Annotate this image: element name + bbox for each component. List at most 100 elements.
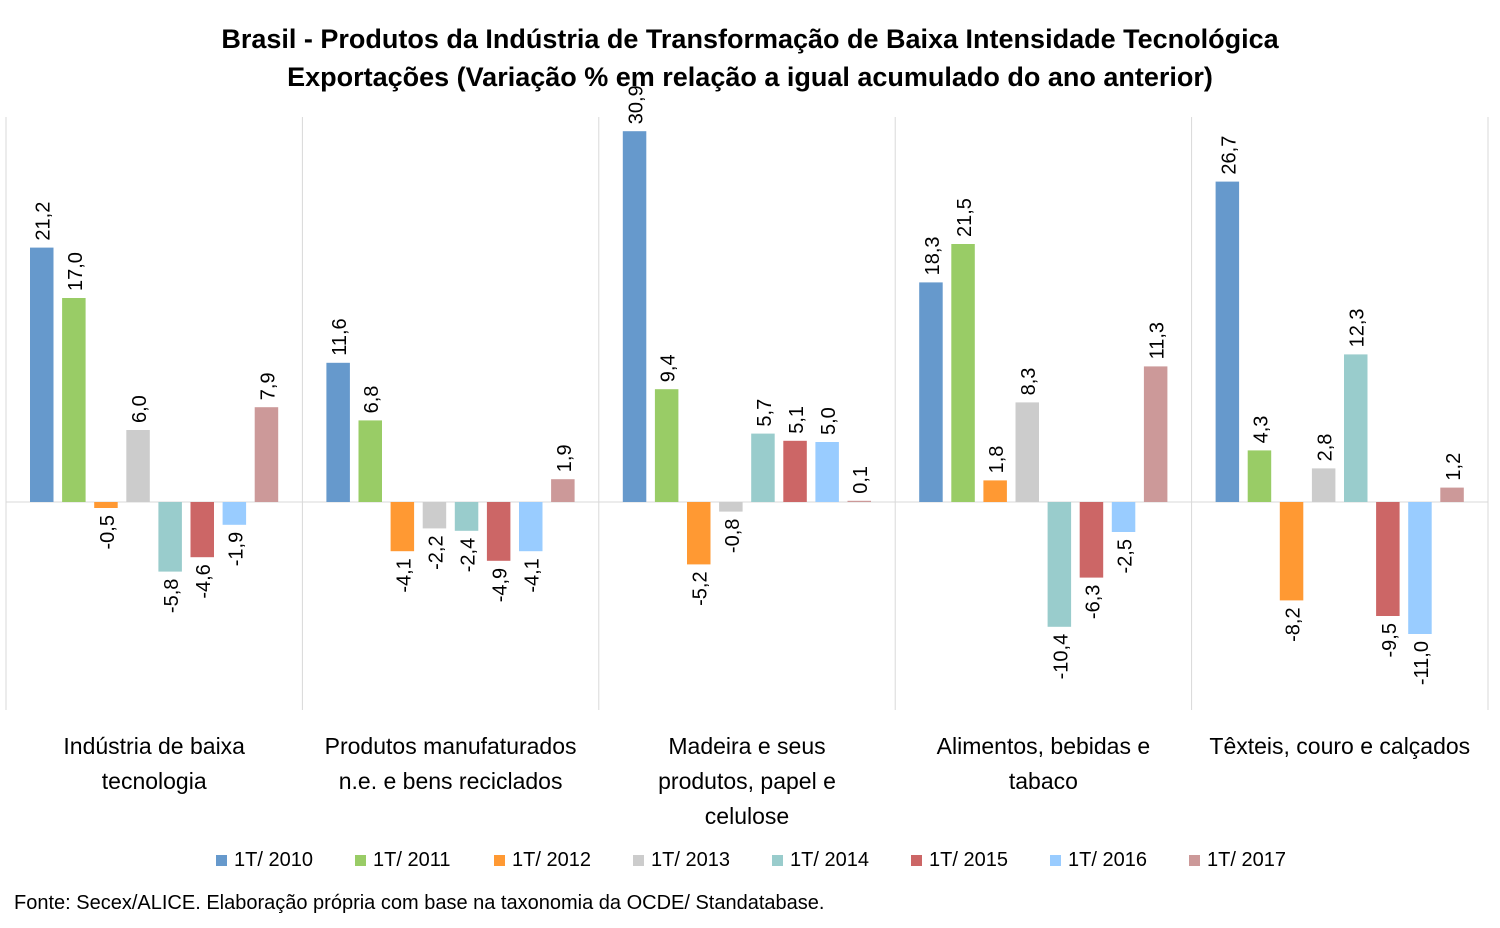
data-label: 0,1 xyxy=(850,466,872,494)
data-label: -4,1 xyxy=(393,558,415,592)
data-label: -9,5 xyxy=(1379,623,1401,657)
bar xyxy=(622,131,647,502)
legend-swatch xyxy=(1189,855,1200,866)
data-label: -8,2 xyxy=(1283,607,1305,641)
bar xyxy=(222,502,247,525)
bar xyxy=(1215,181,1240,502)
data-label: 9,4 xyxy=(658,354,680,382)
data-label: -6,3 xyxy=(1082,585,1104,619)
category-label: celulose xyxy=(705,803,789,829)
legend-label: 1T/ 2012 xyxy=(512,849,591,871)
data-label: 6,8 xyxy=(361,386,383,414)
data-label: 5,7 xyxy=(754,399,776,427)
data-label: 12,3 xyxy=(1347,308,1369,347)
chart-title-line-2: Exportações (Variação % em relação a igu… xyxy=(287,62,1213,92)
bar xyxy=(30,247,54,502)
bar xyxy=(1311,468,1336,502)
data-label: -4,9 xyxy=(490,568,512,602)
data-label: 26,7 xyxy=(1218,136,1240,175)
data-label: 30,9 xyxy=(626,85,648,124)
bar xyxy=(551,479,575,502)
chart-title-line-1: Brasil - Produtos da Indústria de Transf… xyxy=(221,24,1279,54)
legend-swatch xyxy=(1050,855,1061,866)
bar xyxy=(422,502,447,529)
data-label: 5,0 xyxy=(818,407,840,435)
data-label: -5,8 xyxy=(161,579,183,613)
bar xyxy=(326,362,350,502)
bar xyxy=(126,430,150,502)
source-note: Fonte: Secex/ALICE. Elaboração própria c… xyxy=(14,892,825,914)
data-label: -0,8 xyxy=(722,519,744,553)
bar xyxy=(815,442,839,502)
bar xyxy=(1015,402,1039,502)
bar xyxy=(1344,354,1368,502)
data-label: 11,6 xyxy=(329,318,351,355)
data-label: -4,6 xyxy=(193,564,215,598)
bar xyxy=(94,502,118,508)
bar xyxy=(1408,502,1432,634)
legend-label: 1T/ 2013 xyxy=(651,849,730,871)
data-label: 6,0 xyxy=(129,395,151,423)
bar xyxy=(358,420,382,502)
data-label: 7,9 xyxy=(257,372,279,400)
category-label: tecnologia xyxy=(102,768,207,794)
bar xyxy=(847,500,871,502)
data-label: 1,2 xyxy=(1443,453,1465,481)
data-label: -2,2 xyxy=(425,535,447,569)
legend-swatch xyxy=(911,855,922,866)
data-label: 21,2 xyxy=(33,202,55,241)
bar xyxy=(1440,487,1464,502)
data-label: 11,3 xyxy=(1147,322,1169,359)
category-label: Produtos manufaturados xyxy=(325,733,577,759)
category-label: Alimentos, bebidas e xyxy=(937,733,1151,759)
legend-label: 1T/ 2011 xyxy=(373,849,450,871)
bar xyxy=(486,502,511,561)
bar xyxy=(1079,502,1104,578)
category-label: produtos, papel e xyxy=(658,768,836,794)
bar xyxy=(1376,502,1400,616)
bar xyxy=(919,282,943,502)
bar xyxy=(254,407,279,502)
data-label: 18,3 xyxy=(922,236,944,275)
bar xyxy=(390,502,415,552)
data-label: -2,5 xyxy=(1115,539,1137,573)
legend-label: 1T/ 2017 xyxy=(1207,849,1286,871)
bar xyxy=(951,244,975,502)
data-label: -11,0 xyxy=(1411,641,1433,685)
bar xyxy=(783,440,807,502)
bar xyxy=(687,502,711,565)
data-label: -10,4 xyxy=(1050,634,1072,680)
bar xyxy=(654,389,679,502)
data-label: 21,5 xyxy=(954,198,976,237)
legend-swatch xyxy=(355,855,366,866)
legend-swatch xyxy=(216,855,227,866)
category-label: Indústria de baixa xyxy=(63,733,245,759)
bar xyxy=(983,480,1007,502)
bar xyxy=(62,298,86,502)
data-label: 2,8 xyxy=(1315,434,1337,462)
data-label: -0,5 xyxy=(97,515,119,549)
data-label: -5,2 xyxy=(690,571,712,605)
bar xyxy=(190,502,214,558)
data-label: 8,3 xyxy=(1018,368,1040,396)
data-label: 17,0 xyxy=(65,252,87,291)
bar xyxy=(1047,502,1072,627)
data-label: -2,4 xyxy=(458,538,480,572)
data-label: 1,9 xyxy=(554,444,576,472)
bar xyxy=(719,502,743,512)
data-label: 5,1 xyxy=(786,406,808,434)
bar xyxy=(454,502,479,531)
data-label: -4,1 xyxy=(522,558,544,592)
data-label: -1,9 xyxy=(225,532,247,566)
legend-swatch xyxy=(772,855,783,866)
legend-label: 1T/ 2015 xyxy=(929,849,1008,871)
category-label: Madeira e seus xyxy=(668,733,825,759)
data-label: 1,8 xyxy=(986,446,1008,474)
bar xyxy=(519,502,543,552)
legend-label: 1T/ 2010 xyxy=(234,849,313,871)
category-label: tabaco xyxy=(1009,768,1078,794)
legend-swatch xyxy=(633,855,644,866)
legend-label: 1T/ 2014 xyxy=(790,849,869,871)
legend-label: 1T/ 2016 xyxy=(1068,849,1147,871)
